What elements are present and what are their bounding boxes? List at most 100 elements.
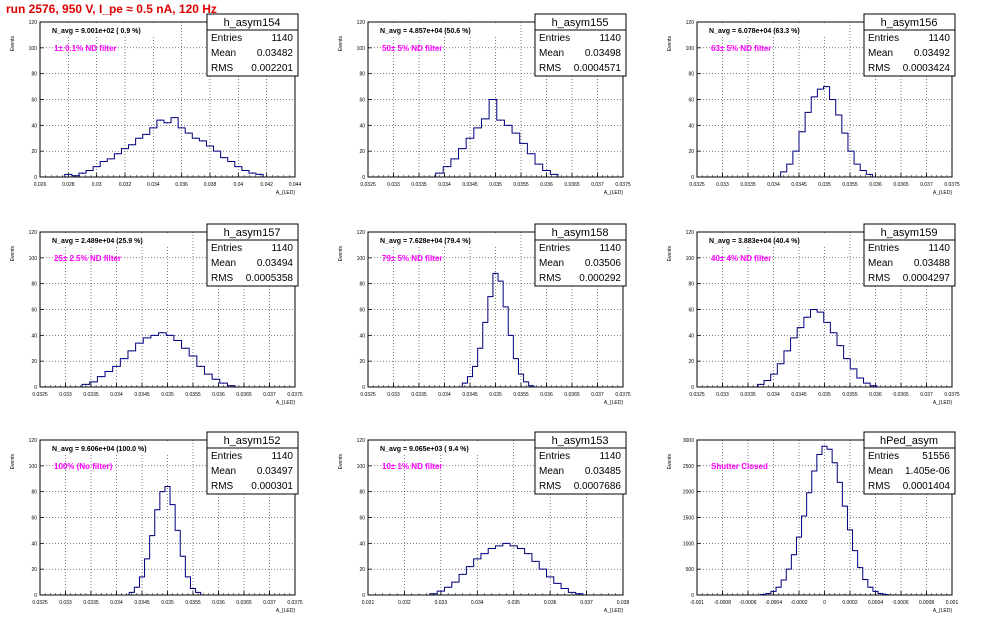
histogram-bin	[793, 554, 795, 556]
histogram-bin	[854, 549, 856, 552]
x-tick-label: 0.026	[34, 182, 47, 188]
stats-title: h_asym156	[881, 17, 938, 29]
y-tick-label: 20	[31, 567, 37, 573]
x-tick-label: 0.0335	[411, 182, 427, 188]
x-tick-label: 0.0355	[842, 392, 858, 398]
histogram-panel-hPed_asym: -0.001 -0.0008 -0.0006 -0.0004 -0.0002 0 0.000…	[667, 431, 959, 614]
y-axis-label: Events	[667, 36, 673, 52]
x-tick-label: 0.0365	[564, 182, 580, 188]
histogram-panel-h_asym158: 0.0325 0.033 0.0335 0.034 0.0345 0.035 0.0355 0…	[338, 223, 631, 406]
histogram-bin	[188, 132, 190, 134]
x-tick-label: 0.001	[946, 600, 959, 606]
histogram-bin	[545, 169, 548, 172]
y-tick-label: 60	[31, 516, 37, 522]
histogram-bin	[849, 529, 851, 531]
stats-mean-value: 0.03485	[585, 466, 622, 477]
histogram-bin	[766, 379, 768, 382]
x-tick-label: 0.0375	[615, 392, 631, 398]
x-tick-label: 0.038	[204, 182, 217, 188]
histogram-panel-h_asym155: 0.0325 0.033 0.0335 0.034 0.0345 0.035 0.0355 0…	[338, 13, 631, 196]
x-tick-label: 0.0335	[83, 392, 99, 398]
histogram-bin	[789, 163, 791, 165]
y-tick-label: 80	[688, 282, 694, 288]
histogram-bin	[826, 321, 828, 324]
navg-label: N_avg = 9.606e+04 (100.0 %)	[52, 446, 147, 453]
x-tick-label: 0.036	[212, 600, 225, 606]
histogram-bin	[564, 587, 566, 590]
histogram-bin	[507, 124, 509, 126]
histogram-bin	[872, 385, 875, 387]
histogram-bin	[117, 153, 119, 155]
y-tick-label: 20	[359, 567, 365, 573]
histogram-bin	[223, 382, 225, 384]
stats-entries-label: Entries	[539, 33, 570, 44]
navg-label: N_avg = 7.628e+04 (79.4 %)	[380, 238, 471, 245]
histogram-bin	[813, 308, 815, 311]
stats-rms-value: 0.000301	[251, 481, 293, 492]
y-tick-label: 2000	[683, 490, 694, 496]
stats-entries-value: 1140	[599, 451, 621, 462]
histogram-bin	[100, 376, 102, 378]
histogram-bin	[489, 295, 491, 298]
stats-mean-label: Mean	[868, 258, 893, 269]
x-tick-label: 0.04	[233, 182, 243, 188]
x-tick-label: 0.0325	[32, 392, 48, 398]
histogram-bin	[500, 280, 502, 282]
y-tick-label: 120	[29, 438, 38, 444]
x-tick-label: 0.0335	[411, 392, 427, 398]
y-tick-label: 80	[31, 490, 37, 496]
histogram-bin	[825, 85, 828, 88]
y-axis-label: Events	[10, 36, 16, 52]
x-tick-label: 0.031	[362, 600, 375, 606]
stats-rms-value: 0.0004297	[903, 273, 951, 284]
histogram-bin	[138, 137, 140, 139]
histogram-bin	[868, 173, 870, 176]
histogram-bin	[464, 382, 466, 384]
x-tick-label: 0.035	[489, 182, 502, 188]
x-tick-label: 0.033	[387, 182, 400, 188]
x-tick-label: 0.037	[263, 600, 276, 606]
stats-box	[863, 223, 956, 287]
histogram-bin	[195, 137, 197, 139]
histogram-bin	[103, 160, 105, 163]
histogram-bin	[477, 127, 479, 129]
stats-rms-value: 0.0007686	[574, 481, 622, 492]
histogram-bin	[839, 481, 841, 483]
histogram-bin	[141, 576, 143, 578]
x-tick-label: 0.034	[438, 392, 451, 398]
stats-entries-value: 1140	[271, 33, 293, 44]
x-axis-label: A_{LED}	[276, 400, 296, 406]
histogram-bin	[469, 137, 471, 139]
histogram-bin	[131, 350, 133, 352]
histogram-bin	[161, 491, 163, 493]
stats-mean-label: Mean	[868, 48, 893, 59]
histogram-bin	[115, 365, 118, 367]
x-tick-label: 0.037	[591, 392, 604, 398]
x-tick-label: 0.0355	[513, 392, 529, 398]
histogram-bin	[530, 153, 532, 155]
histogram-bin	[172, 503, 174, 506]
histogram-bin	[874, 590, 877, 592]
histogram-bin	[154, 334, 156, 336]
x-tick-label: 0.0345	[791, 182, 807, 188]
stats-entries-value: 1140	[599, 243, 621, 254]
histogram-bin	[85, 383, 87, 386]
histogram-bin	[454, 581, 457, 583]
y-axis-label: Events	[10, 454, 16, 470]
histogram-bin	[793, 337, 795, 339]
histogram-bin	[200, 365, 202, 367]
x-tick-label: 0.0365	[236, 392, 252, 398]
histogram-bin	[505, 306, 507, 308]
y-tick-label: 20	[359, 149, 365, 155]
histogram-bin	[166, 122, 169, 124]
histogram-bin	[192, 355, 194, 357]
histogram-bin	[839, 345, 841, 347]
histogram-bin	[484, 321, 486, 324]
x-tick-label: 0.033	[59, 392, 72, 398]
filter-label: 100% (No filter)	[54, 462, 113, 471]
histogram-bin	[525, 381, 527, 383]
y-tick-label: 120	[357, 20, 366, 26]
navg-label: N_avg = 9.065e+03 ( 9.4 %)	[380, 446, 469, 453]
x-axis-label: A_{LED}	[604, 190, 624, 196]
stats-box	[534, 223, 627, 287]
